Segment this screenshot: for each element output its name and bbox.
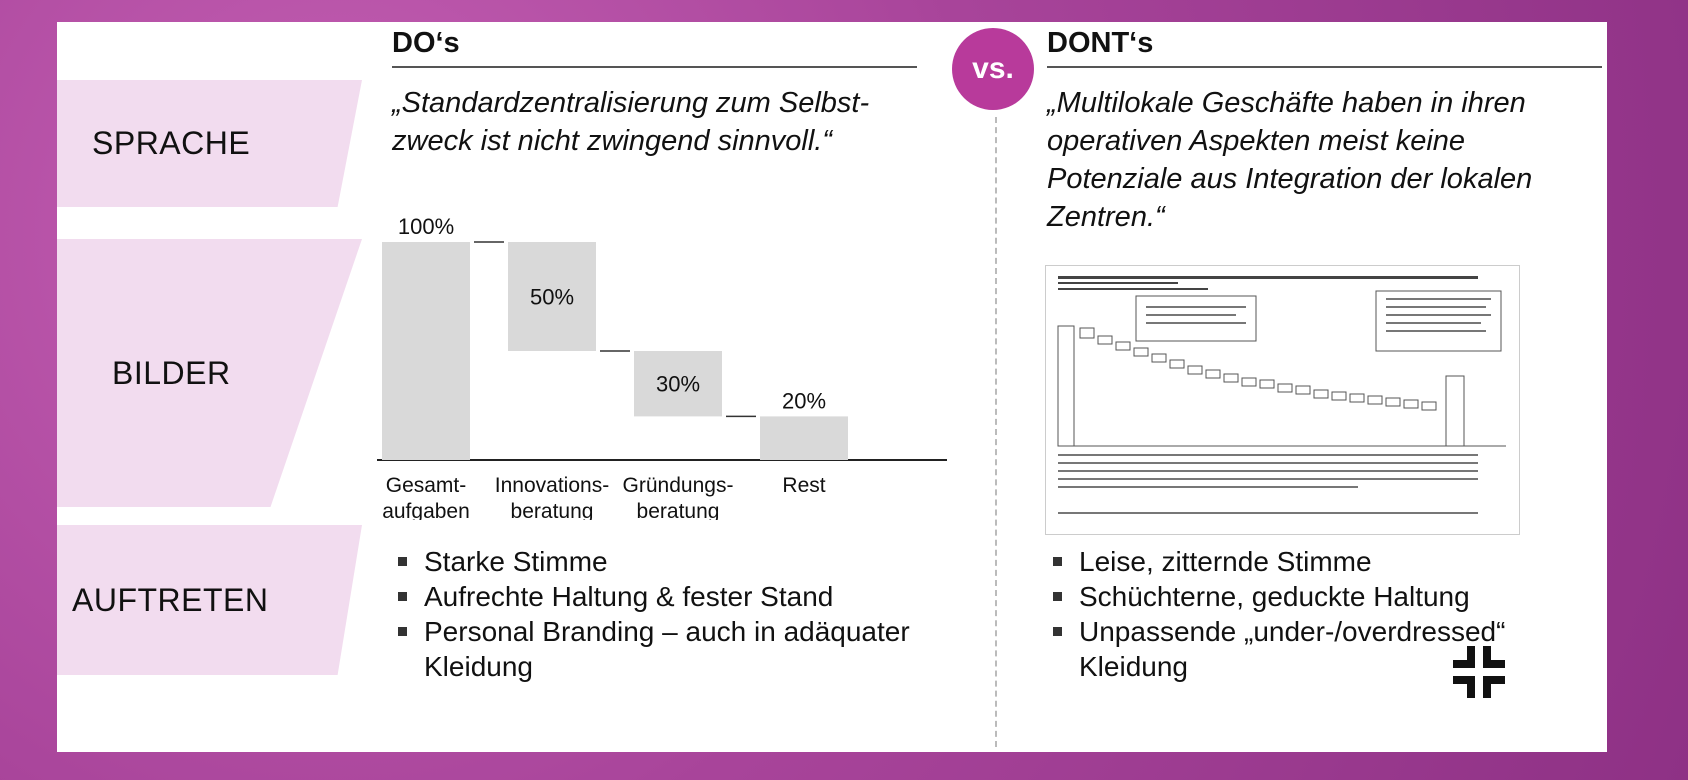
chart-value-label: 50% [530, 285, 574, 310]
chart-category-label: aufgaben [382, 500, 470, 520]
waterfall-svg: 100% Gesamt-aufgaben 50% Innovations-beratu… [377, 214, 947, 520]
compress-corners-icon[interactable] [1453, 646, 1505, 698]
chart-value-label: 100% [398, 214, 454, 239]
vs-badge: vs. [952, 28, 1034, 110]
row-label-sprache-text: SPRACHE [92, 125, 251, 161]
dont-quote: „Multilokale Geschäfte haben in ihren op… [1047, 87, 1533, 233]
column-divider [995, 117, 997, 747]
list-item: Unpassende „under-/overdressed“ Kleidung [1047, 614, 1567, 684]
chart-category-label: Gesamt- [386, 474, 467, 497]
dont-bullet-text: Schüchterne, geduckte Haltung [1079, 581, 1470, 612]
chart-category-label: beratung [637, 500, 720, 520]
slide: SPRACHE BILDER AUFTRETEN DO‘s DONT‘s vs.… [57, 22, 1607, 752]
chart-category-label: Innovations- [495, 474, 609, 497]
list-item: Aufrechte Haltung & fester Stand [392, 579, 912, 614]
do-bullet-text: Aufrechte Haltung & fester Stand [424, 581, 834, 612]
chart-category-label: Gründungs- [623, 474, 734, 497]
do-column-title: DO‘s [392, 27, 917, 68]
chart-bar [634, 351, 722, 417]
do-bullet-text: Starke Stimme [424, 546, 608, 577]
dont-bullet-list: Leise, zitternde Stimme Schüchterne, ged… [1047, 544, 1567, 684]
list-item: Personal Branding – auch in adäquater Kl… [392, 614, 912, 684]
do-bullet-list: Starke Stimme Aufrechte Haltung & fester… [392, 544, 912, 684]
list-item: Leise, zitternde Stimme [1047, 544, 1567, 579]
do-bullet-text: Personal Branding – auch in adäquater Kl… [424, 616, 910, 682]
waterfall-chart: 100% Gesamt-aufgaben 50% Innovations-beratu… [377, 190, 947, 520]
list-item: Schüchterne, geduckte Haltung [1047, 579, 1567, 614]
dont-column-title: DONT‘s [1047, 27, 1602, 68]
row-label-sprache: SPRACHE [57, 80, 362, 207]
row-label-bilder-text: BILDER [112, 354, 231, 391]
row-label-bilder: BILDER [57, 239, 362, 507]
chart-value-label: 30% [656, 372, 700, 397]
chart-category-label: Rest [782, 474, 825, 497]
do-quote: „Standardzentralisierung zum Selbst-zwec… [392, 87, 870, 157]
list-item: Starke Stimme [392, 544, 912, 579]
scanned-chart-thumbnail [1045, 265, 1520, 535]
chart-value-label: 20% [782, 388, 826, 413]
chart-category-label: beratung [511, 500, 594, 520]
row-label-auftreten: AUFTRETEN [57, 525, 362, 675]
scanned-chart-image [1046, 266, 1519, 534]
row-label-auftreten-text: AUFTRETEN [72, 581, 269, 618]
chart-bar [382, 242, 470, 460]
chart-bar [760, 416, 848, 460]
dont-bullet-text: Leise, zitternde Stimme [1079, 546, 1372, 577]
dont-bullet-text: Unpassende „under-/overdressed“ Kleidung [1079, 616, 1506, 682]
chart-bar [508, 242, 596, 351]
